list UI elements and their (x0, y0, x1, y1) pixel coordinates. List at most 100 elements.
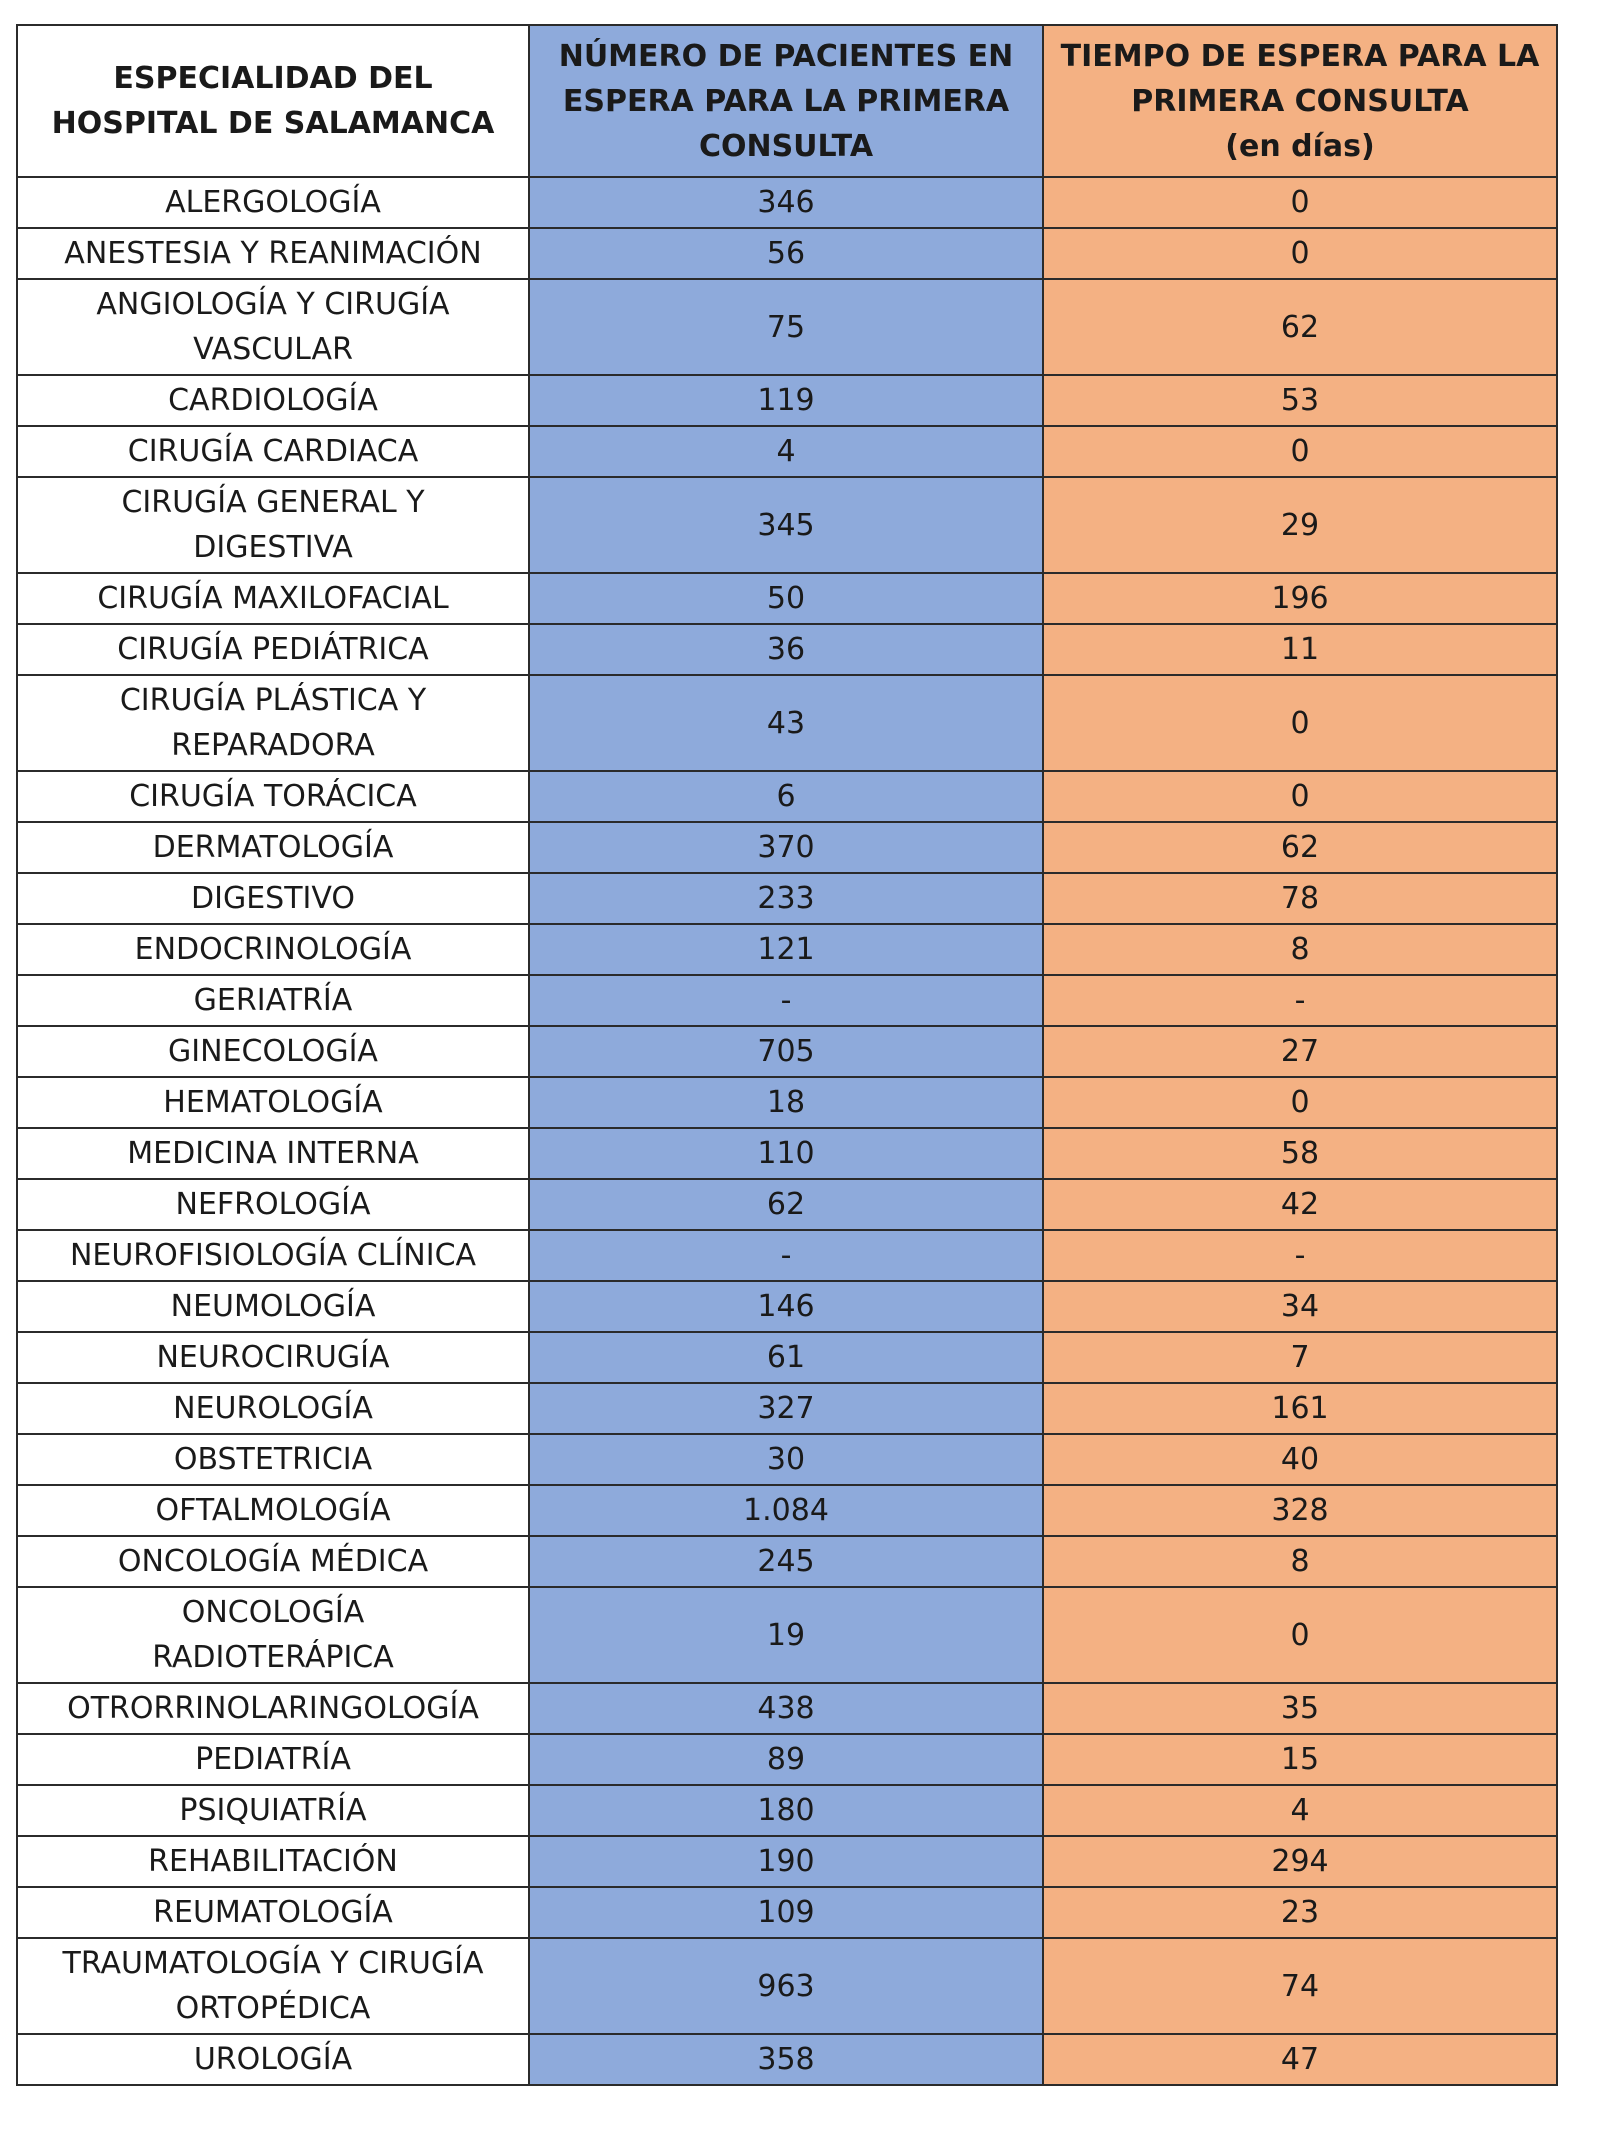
table-row: CARDIOLOGÍA 119 53 (16, 374, 1558, 427)
table-row: TRAUMATOLOGÍA Y CIRUGÍA ORTOPÉDICA 963 74 (16, 1937, 1558, 2035)
cell-specialty: PEDIATRÍA (16, 1733, 530, 1786)
specialty-name-line: NEUROFISIOLOGÍA CLÍNICA (69, 1238, 477, 1273)
cell-specialty: GINECOLOGÍA (16, 1025, 530, 1078)
header-patients-line: NÚMERO DE PACIENTES EN (558, 38, 1014, 74)
specialty-name-line: DERMATOLOGÍA (152, 830, 394, 865)
cell-patients-waiting: 146 (528, 1280, 1044, 1333)
cell-waiting-days: 11 (1042, 623, 1558, 676)
table-row: ENDOCRINOLOGÍA 121 8 (16, 923, 1558, 976)
cell-waiting-days: 58 (1042, 1127, 1558, 1180)
cell-patients-waiting: 43 (528, 674, 1044, 772)
table-row: REUMATOLOGÍA 109 23 (16, 1886, 1558, 1939)
cell-patients-waiting: 705 (528, 1025, 1044, 1078)
cell-patients-waiting: 245 (528, 1535, 1044, 1588)
cell-specialty: CIRUGÍA TORÁCICA (16, 770, 530, 823)
cell-specialty: CIRUGÍA PEDIÁTRICA (16, 623, 530, 676)
cell-patients-waiting: 233 (528, 872, 1044, 925)
table-row: UROLOGÍA 358 47 (16, 2033, 1558, 2086)
specialty-name-line: PSIQUIATRÍA (179, 1793, 367, 1828)
specialty-name-line: CIRUGÍA MAXILOFACIAL (97, 581, 449, 616)
cell-patients-waiting: 370 (528, 821, 1044, 874)
table-row: MEDICINA INTERNA 110 58 (16, 1127, 1558, 1180)
cell-specialty: REHABILITACIÓN (16, 1835, 530, 1888)
cell-specialty: ANGIOLOGÍA Y CIRUGÍA VASCULAR (16, 278, 530, 376)
cell-waiting-days: 0 (1042, 674, 1558, 772)
specialty-name-line: NEUROCIRUGÍA (156, 1340, 390, 1375)
cell-patients-waiting: 358 (528, 2033, 1044, 2086)
specialty-name-line: CARDIOLOGÍA (168, 383, 378, 418)
specialty-name-line: ONCOLOGÍA MÉDICA (117, 1544, 429, 1579)
cell-waiting-days: 0 (1042, 176, 1558, 229)
cell-specialty: NEFROLOGÍA (16, 1178, 530, 1231)
specialty-name-line: ORTOPÉDICA (175, 1991, 371, 2026)
table-row: OTRORRINOLARINGOLOGÍA 438 35 (16, 1682, 1558, 1735)
table-row: NEUROFISIOLOGÍA CLÍNICA - - (16, 1229, 1558, 1282)
specialty-name-line: NEUMOLOGÍA (170, 1289, 376, 1324)
cell-specialty: NEUROCIRUGÍA (16, 1331, 530, 1384)
header-waiting-time: TIEMPO DE ESPERA PARA LA PRIMERA CONSULT… (1042, 24, 1558, 178)
table-row: GINECOLOGÍA 705 27 (16, 1025, 1558, 1078)
specialty-name-line: ANGIOLOGÍA Y CIRUGÍA (96, 287, 450, 322)
cell-waiting-days: 42 (1042, 1178, 1558, 1231)
cell-patients-waiting: 121 (528, 923, 1044, 976)
table-row: DERMATOLOGÍA 370 62 (16, 821, 1558, 874)
cell-specialty: ALERGOLOGÍA (16, 176, 530, 229)
cell-specialty: CIRUGÍA GENERAL Y DIGESTIVA (16, 476, 530, 574)
cell-specialty: CIRUGÍA MAXILOFACIAL (16, 572, 530, 625)
cell-waiting-days: 0 (1042, 227, 1558, 280)
cell-waiting-days: 0 (1042, 1076, 1558, 1129)
table-row: CIRUGÍA PEDIÁTRICA 36 11 (16, 623, 1558, 676)
cell-waiting-days: 161 (1042, 1382, 1558, 1435)
table-body: ALERGOLOGÍA 346 0 ANESTESIA Y REANIMACIÓN 56… (16, 176, 1558, 2086)
cell-patients-waiting: 75 (528, 278, 1044, 376)
cell-patients-waiting: 61 (528, 1331, 1044, 1384)
specialty-name-line: GINECOLOGÍA (168, 1034, 378, 1069)
cell-specialty: CIRUGÍA PLÁSTICA Y REPARADORA (16, 674, 530, 772)
cell-waiting-days: 23 (1042, 1886, 1558, 1939)
header-waiting-line: PRIMERA CONSULTA (1131, 83, 1469, 119)
header-waiting-line: TIEMPO DE ESPERA PARA LA (1060, 38, 1540, 74)
cell-specialty: CARDIOLOGÍA (16, 374, 530, 427)
table-row: NEUMOLOGÍA 146 34 (16, 1280, 1558, 1333)
cell-specialty: PSIQUIATRÍA (16, 1784, 530, 1837)
cell-waiting-days: 47 (1042, 2033, 1558, 2086)
table-row: ANESTESIA Y REANIMACIÓN 56 0 (16, 227, 1558, 280)
cell-specialty: NEUROFISIOLOGÍA CLÍNICA (16, 1229, 530, 1282)
specialty-name-line: ONCOLOGÍA (181, 1595, 365, 1630)
cell-specialty: HEMATOLOGÍA (16, 1076, 530, 1129)
cell-specialty: CIRUGÍA CARDIACA (16, 425, 530, 478)
specialty-name-line: REUMATOLOGÍA (153, 1895, 393, 1930)
specialty-name-line: CIRUGÍA PLÁSTICA Y (119, 683, 427, 718)
cell-waiting-days: 0 (1042, 770, 1558, 823)
cell-patients-waiting: 30 (528, 1433, 1044, 1486)
table-row: PSIQUIATRÍA 180 4 (16, 1784, 1558, 1837)
table-row: CIRUGÍA CARDIACA 4 0 (16, 425, 1558, 478)
cell-patients-waiting: 110 (528, 1127, 1044, 1180)
cell-patients-waiting: 109 (528, 1886, 1044, 1939)
cell-patients-waiting: 4 (528, 425, 1044, 478)
table-row: ONCOLOGÍA RADIOTERÁPICA 19 0 (16, 1586, 1558, 1684)
header-specialty-line: HOSPITAL DE SALAMANCA (51, 106, 495, 141)
table-row: ALERGOLOGÍA 346 0 (16, 176, 1558, 229)
cell-specialty: OBSTETRICIA (16, 1433, 530, 1486)
cell-patients-waiting: 89 (528, 1733, 1044, 1786)
specialty-name-line: DIGESTIVA (193, 530, 353, 565)
table-row: ONCOLOGÍA MÉDICA 245 8 (16, 1535, 1558, 1588)
cell-waiting-days: - (1042, 974, 1558, 1027)
specialty-name-line: CIRUGÍA GENERAL Y (121, 485, 425, 520)
table-row: NEFROLOGÍA 62 42 (16, 1178, 1558, 1231)
table-row: CIRUGÍA MAXILOFACIAL 50 196 (16, 572, 1558, 625)
cell-patients-waiting: 345 (528, 476, 1044, 574)
cell-specialty: MEDICINA INTERNA (16, 1127, 530, 1180)
cell-waiting-days: 4 (1042, 1784, 1558, 1837)
cell-specialty: OTRORRINOLARINGOLOGÍA (16, 1682, 530, 1735)
cell-specialty: OFTALMOLOGÍA (16, 1484, 530, 1537)
cell-waiting-days: 78 (1042, 872, 1558, 925)
cell-specialty: NEUMOLOGÍA (16, 1280, 530, 1333)
specialty-name-line: REPARADORA (171, 728, 375, 763)
cell-patients-waiting: 180 (528, 1784, 1044, 1837)
cell-patients-waiting: 6 (528, 770, 1044, 823)
specialty-name-line: ALERGOLOGÍA (165, 185, 381, 220)
specialty-name-line: OBSTETRICIA (173, 1442, 373, 1477)
table-row: REHABILITACIÓN 190 294 (16, 1835, 1558, 1888)
